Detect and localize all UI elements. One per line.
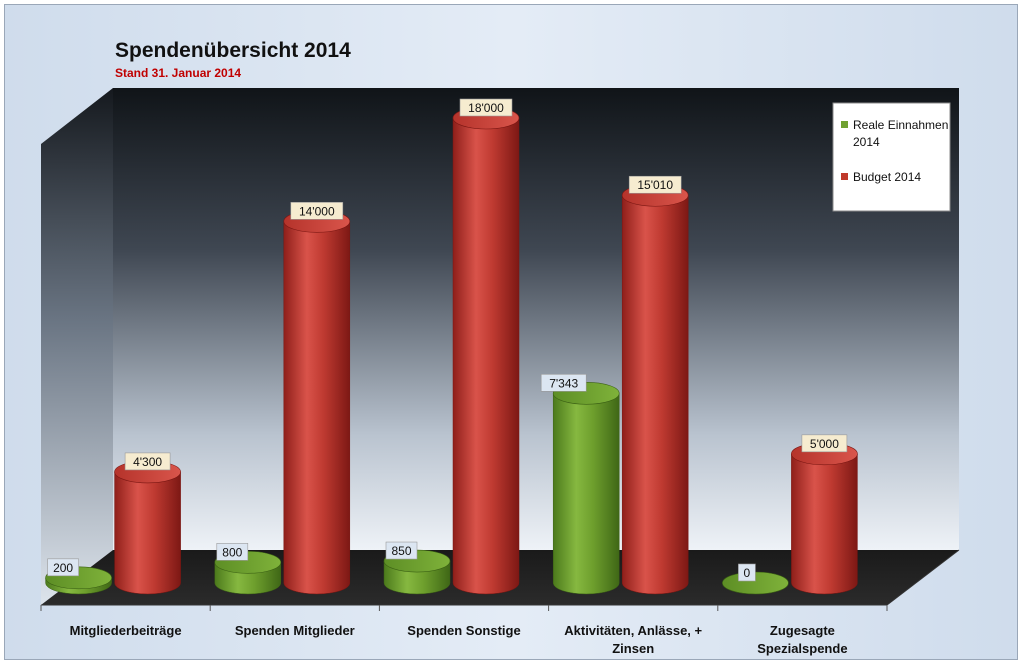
x-axis-ticks	[40, 605, 888, 611]
bar-budget-2014-1	[114, 460, 181, 595]
category-label-3: Spenden Sonstige	[407, 623, 520, 638]
bar-budget-2014-2	[283, 210, 351, 595]
data-label-text: 18'000	[468, 101, 504, 115]
data-label-box	[385, 541, 418, 560]
data-label-text: 4'300	[133, 455, 162, 469]
legend: Reale Einnahmen 2014 Budget 2014	[832, 102, 951, 212]
data-label-reale-einnahmen-2014-2: 800	[216, 543, 249, 561]
data-label-text: 200	[53, 561, 73, 575]
data-label-text: 850	[391, 544, 411, 558]
data-label-reale-einnahmen-2014-3: 850	[385, 541, 418, 560]
data-label-box	[290, 202, 344, 220]
bar-body	[452, 117, 520, 595]
legend-box	[832, 102, 951, 212]
data-label-reale-einnahmen-2014-5: 0	[738, 563, 756, 582]
data-label-text: 7'343	[549, 376, 578, 390]
data-label-budget-2014-5: 5'000	[801, 434, 848, 453]
category-label-4: Aktivitäten, Anlässe, + Zinsen	[564, 623, 702, 656]
data-label-text: 0	[744, 566, 751, 580]
data-label-box	[459, 98, 513, 117]
bar-budget-2014-4	[621, 183, 689, 595]
category-label-1: Mitgliederbeiträge	[70, 623, 182, 638]
legend-item-reale-einnahmen-2014: Reale Einnahmen 2014	[841, 118, 948, 149]
bar-body	[552, 393, 620, 595]
legend-label: Reale Einnahmen 2014	[853, 118, 948, 149]
floor-right-edge	[886, 549, 960, 606]
category-label-5: Zugesagte Spezialspende	[757, 623, 847, 656]
chart-frame: 200 4'300 800 14'000 850 18'000 7'343 15'010 0 5'…	[4, 4, 1018, 660]
bar-budget-2014-3	[452, 106, 520, 595]
bar-body	[621, 194, 689, 595]
data-label-box	[628, 175, 682, 194]
legend-item-budget-2014: Budget 2014	[841, 170, 921, 184]
data-label-budget-2014-2: 14'000	[290, 202, 344, 220]
category-labels: Mitgliederbeiträge Spenden Mitglieder Spen…	[70, 623, 848, 656]
chart-title: Spendenübersicht 2014	[115, 39, 351, 62]
data-label-reale-einnahmen-2014-4: 7'343	[540, 374, 587, 392]
bar-reale-einnahmen-2014-4	[552, 382, 620, 595]
bar-budget-2014-5	[791, 442, 858, 595]
data-label-box	[216, 543, 249, 561]
chart-side-wall	[41, 88, 113, 605]
bars: 200 4'300 800 14'000 850 18'000 7'343 15'010 0 5'…	[45, 98, 858, 595]
bar-body	[791, 453, 858, 595]
legend-swatch	[841, 173, 848, 180]
data-label-box	[124, 452, 171, 471]
data-label-text: 800	[222, 545, 242, 559]
chart-subtitle: Stand 31. Januar 2014	[115, 66, 241, 80]
data-label-text: 5'000	[810, 437, 839, 451]
data-label-box	[738, 563, 756, 582]
chart: 200 4'300 800 14'000 850 18'000 7'343 15'010 0 5'…	[5, 5, 1017, 659]
legend-swatch	[841, 121, 848, 128]
data-label-budget-2014-1: 4'300	[124, 452, 171, 471]
data-label-reale-einnahmen-2014-1: 200	[47, 558, 79, 577]
data-label-text: 14'000	[299, 204, 335, 218]
category-label-2: Spenden Mitglieder	[235, 623, 355, 638]
data-label-box	[47, 558, 79, 577]
data-label-box	[540, 374, 587, 392]
data-label-text: 15'010	[637, 178, 673, 192]
bar-body	[114, 471, 181, 595]
data-label-budget-2014-4: 15'010	[628, 175, 682, 194]
data-label-budget-2014-3: 18'000	[459, 98, 513, 117]
bar-body	[283, 221, 351, 595]
data-label-box	[801, 434, 848, 453]
legend-label: Budget 2014	[853, 170, 921, 184]
